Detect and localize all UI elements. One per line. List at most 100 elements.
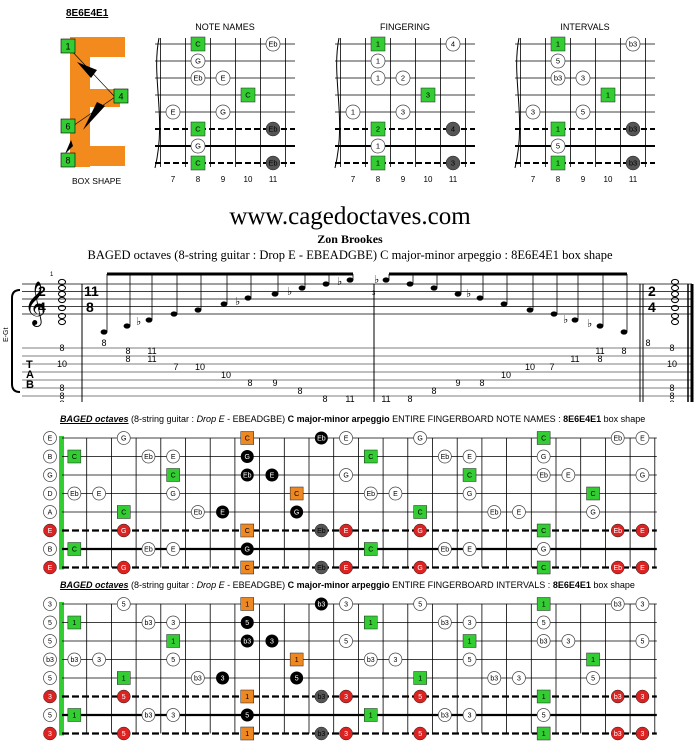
- note-marker: [413, 597, 427, 611]
- marker-label: C: [368, 547, 373, 554]
- box-shape-diagram: 1 4 6 8: [60, 37, 129, 168]
- note-marker: [43, 542, 57, 556]
- marker-label: G: [541, 454, 546, 461]
- note-marker: [370, 138, 386, 154]
- note-marker-black: [290, 505, 304, 519]
- marker-label: 3: [97, 657, 101, 664]
- marker-label: 1: [376, 57, 380, 66]
- marker-label: 3: [401, 108, 405, 117]
- notation-and-tab: E-Gt𝄞TAB24118241234♭♭♭♭♭♭♭♭8108888108888…: [3, 262, 694, 402]
- root-marker-orange: [240, 560, 254, 575]
- tab-number: 8: [247, 378, 252, 388]
- marker-label: b3: [145, 620, 153, 627]
- page-subtitle: BAGED octaves (8-string guitar : Drop E …: [87, 248, 613, 262]
- note-marker: [525, 104, 541, 120]
- note-marker-red: [635, 689, 650, 704]
- marker-label: E: [517, 510, 522, 517]
- root-marker: [536, 431, 551, 445]
- marker-label: b3: [554, 74, 562, 83]
- marker-label: E: [467, 454, 472, 461]
- title-part: - EBEADGBE): [224, 414, 288, 424]
- marker-label: G: [121, 528, 126, 535]
- root-marker: [550, 121, 566, 137]
- marker-label: 1: [122, 676, 126, 683]
- marker-label: 5: [122, 731, 126, 738]
- tab-number: 8: [407, 394, 412, 402]
- site-url[interactable]: www.cagedoctaves.com: [229, 203, 471, 230]
- root-marker: [586, 652, 600, 667]
- tab-label: T: [26, 359, 33, 371]
- note-marker-red: [635, 726, 650, 741]
- fretboard-names-title: BAGED octaves (8-string guitar : Drop E …: [60, 414, 645, 424]
- title-part: 8E6E4E1: [552, 580, 591, 590]
- note-marker-red: [413, 560, 427, 575]
- box-shape-code: 8E6E4E1: [66, 8, 109, 19]
- title-part: 8E6E4E1: [563, 414, 602, 424]
- marker-label: 1: [245, 602, 249, 609]
- marker-label: E: [171, 454, 176, 461]
- note-marker-black: [240, 616, 254, 629]
- marker-label: 1: [468, 639, 472, 646]
- marker-label: b3: [629, 159, 637, 168]
- fret-number: 11: [449, 175, 458, 184]
- notehead: [382, 277, 390, 283]
- note-marker: [43, 431, 57, 445]
- marker-label: B: [48, 547, 53, 554]
- notehead: [671, 278, 679, 286]
- marker-label: 1: [556, 159, 560, 168]
- note-marker: [339, 468, 353, 482]
- note-marker: [67, 486, 82, 501]
- marker-label: 3: [451, 159, 455, 168]
- note-marker-red: [413, 726, 427, 741]
- note-marker-red: [339, 726, 353, 741]
- note-marker: [265, 36, 281, 52]
- marker-label: E: [393, 491, 398, 498]
- marker-label: 1: [376, 74, 380, 83]
- notehead: [406, 281, 414, 287]
- marker-label: b3: [614, 602, 622, 609]
- note-marker: [610, 597, 625, 611]
- title-part: - EBEADGBE): [224, 580, 288, 590]
- marker-label: 3: [468, 713, 472, 720]
- mini-title: FINGERING: [380, 22, 430, 32]
- marker-label: 1: [556, 125, 560, 134]
- title-part: box shape: [590, 580, 635, 590]
- marker-label: G: [121, 436, 126, 443]
- marker-label: b3: [70, 657, 78, 664]
- note-marker: [166, 652, 180, 667]
- note-marker: [116, 431, 131, 445]
- marker-label: 5: [48, 713, 52, 720]
- note-marker-red: [635, 523, 650, 538]
- marker-label: 1: [369, 620, 373, 627]
- marker-label: b3: [317, 602, 325, 609]
- nut: [59, 602, 64, 736]
- note-marker: [575, 70, 591, 86]
- marker-label: 1: [72, 620, 76, 627]
- notehead: [526, 307, 534, 313]
- marker-label: Eb: [243, 473, 252, 480]
- marker-label: 5: [591, 676, 595, 683]
- marker-label: E: [48, 528, 53, 535]
- system-bracket: [11, 289, 21, 393]
- marker-label: 4: [451, 125, 455, 134]
- marker-label: 5: [418, 731, 422, 738]
- marker-label: 1: [295, 657, 299, 664]
- note-marker: [512, 505, 526, 519]
- marker-label: 5: [556, 57, 560, 66]
- notehead: [671, 304, 679, 312]
- fret-number: 10: [244, 175, 253, 184]
- marker-label: 5: [344, 639, 348, 646]
- notehead: [271, 291, 279, 297]
- tab-number: 8: [621, 346, 626, 356]
- marker-label: G: [640, 473, 645, 480]
- tab-number: 9: [455, 378, 460, 388]
- fret-number: 9: [401, 175, 406, 184]
- root-marker: [536, 523, 551, 538]
- root-marker: [550, 36, 566, 52]
- marker-label: Eb: [144, 454, 153, 461]
- marker-label: Eb: [490, 510, 499, 517]
- root-marker: [364, 708, 378, 722]
- root-marker: [117, 671, 131, 685]
- marker-label: Eb: [441, 547, 450, 554]
